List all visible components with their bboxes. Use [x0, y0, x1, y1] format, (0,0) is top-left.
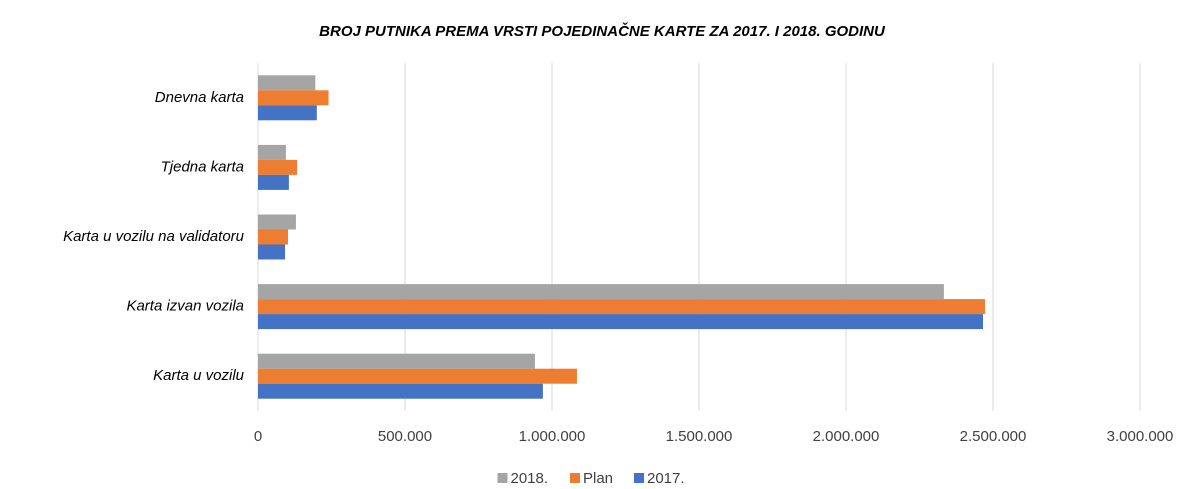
bar	[258, 90, 329, 106]
bar	[258, 368, 577, 384]
bar	[258, 353, 535, 369]
y-tick-label: Dnevna karta	[155, 89, 244, 106]
bar	[258, 314, 984, 330]
legend-swatch	[497, 473, 508, 483]
x-tick-label: 2.000.000	[813, 428, 880, 445]
bar	[258, 214, 296, 230]
chart-title: BROJ PUTNIKA PREMA VRSTI POJEDINAČNE KAR…	[319, 22, 886, 40]
x-tick-label: 1.000.000	[519, 428, 586, 445]
y-tick-label: Karta izvan vozila	[126, 298, 244, 315]
bar	[258, 144, 286, 160]
legend-label: Plan	[583, 470, 613, 487]
y-tick-label: Tjedna karta	[161, 158, 244, 175]
legend-swatch	[634, 473, 644, 483]
x-tick-label: 500.000	[378, 428, 432, 445]
bar	[258, 284, 944, 300]
bar	[258, 383, 543, 399]
x-tick-label: 3.000.000	[1107, 428, 1174, 445]
y-tick-label: Karta u vozilu na validatoru	[63, 228, 245, 245]
bar	[258, 229, 288, 245]
bar	[258, 244, 286, 260]
bar	[258, 299, 986, 315]
legend-swatch	[570, 473, 580, 483]
x-tick-label: 2.500.000	[960, 428, 1027, 445]
legend-label: 2018.	[511, 470, 549, 487]
legend-label: 2017.	[647, 470, 685, 487]
bar	[258, 159, 298, 175]
y-tick-label: Karta u vozilu	[153, 367, 245, 384]
bar	[258, 105, 317, 121]
bar	[258, 75, 316, 91]
x-tick-label: 0	[254, 428, 262, 445]
bar	[258, 174, 289, 190]
x-tick-label: 1.500.000	[666, 428, 733, 445]
